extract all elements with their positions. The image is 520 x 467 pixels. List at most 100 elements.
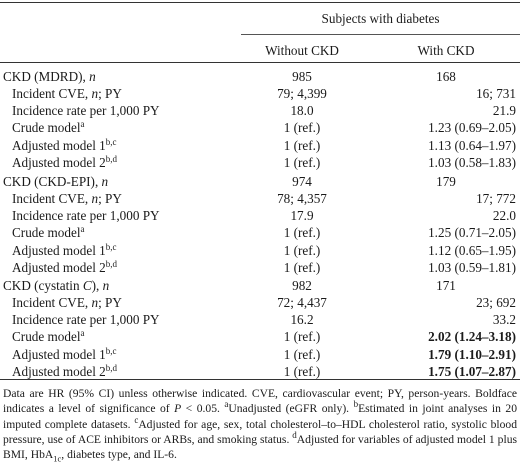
section-title-n: n (89, 69, 96, 84)
table-row-label: Incidence rate per 1,000 PY (12, 312, 160, 328)
section-title-text: CKD (cystatin (3, 278, 83, 293)
table-cell-without: 1 (ref.) (283, 225, 321, 241)
table-footnote: Data are HR (95% CI) unless otherwise in… (3, 386, 517, 467)
table-cell-without: 79; 4,399 (277, 86, 327, 102)
footnote-b: Estimated in joint analyses in 20 impute… (3, 402, 517, 431)
table-row-label: Incidence rate per 1,000 PY (12, 103, 160, 119)
table-row-label: Adjusted model 1b,c (12, 241, 117, 259)
row-label-text: Adjusted model 2 (12, 363, 106, 379)
table-cell-without: 1 (ref.) (283, 363, 321, 379)
section-title-text: CKD (MDRD), (3, 69, 90, 84)
row-label-sup: a (80, 224, 85, 235)
row-label-sup: b,c (105, 345, 117, 356)
table-row-label: Adjusted model 1b,c (12, 136, 117, 154)
table-row-label: Crude modela (12, 225, 85, 241)
table-row-label: Incident CVE, n; PY (12, 86, 122, 102)
section-n-with: 168 (436, 69, 456, 84)
table-cell-with: 1.25 (0.71–2.05) (428, 225, 516, 241)
section-title-post: ), (91, 278, 103, 293)
table-row-label: Adjusted model 2b,d (12, 363, 117, 380)
footnote-d: Adjusted for variables of adjusted model… (3, 432, 517, 462)
table-cell-with: 1.03 (0.59–1.81) (428, 259, 516, 275)
row-label-text: Incident CVE, (12, 295, 92, 311)
row-label-text: Incident CVE, (12, 86, 92, 102)
section-title: CKD (cystatin C), n (3, 278, 109, 294)
row-label-sup: b,d (105, 153, 118, 164)
footnote-mark-a: a (224, 399, 229, 410)
row-label-text: Adjusted model 1 (12, 346, 106, 362)
row-label-n: n (91, 191, 99, 207)
table-cell-without: 1 (ref.) (283, 329, 321, 345)
section-title-n: n (102, 278, 110, 293)
row-label-sup: b,c (105, 136, 117, 147)
row-label-text: Adjusted model 2 (12, 154, 106, 170)
footnote-mark-d: d (292, 429, 297, 440)
col-header-without-ckd: Without CKD (265, 43, 339, 58)
table-cell-without: 17.9 (290, 208, 314, 224)
section-title: CKD (MDRD), n (3, 69, 96, 85)
table-cell-with: 1.03 (0.58–1.83) (428, 154, 516, 170)
table-cell-without: 1 (ref.) (283, 242, 321, 258)
footnote-d-sub: 1c (53, 453, 62, 464)
footnote-p: P (174, 402, 182, 416)
table-cell-without: 18.0 (290, 103, 314, 119)
table-cell-with: 21.9 (492, 103, 516, 119)
row-label-post: ; PY (98, 191, 122, 207)
footnote-text: Data are HR (95% CI) unless otherwise in… (3, 387, 517, 416)
section-n-without: 982 (292, 278, 312, 293)
table-cell-with: 23; 692 (476, 295, 516, 311)
table-cell-without: 1 (ref.) (283, 346, 321, 362)
section-title-c: C (82, 278, 92, 293)
footnote-c: Adjusted for age, sex, total cholesterol… (3, 417, 517, 446)
row-label-sup: a (80, 119, 85, 130)
table-row-label: Incident CVE, n; PY (12, 295, 122, 311)
section-n-with: 171 (436, 278, 456, 293)
row-label-post: ; PY (98, 295, 122, 311)
section-title-text: CKD (CKD-EPI), (3, 174, 102, 189)
header-rule (0, 62, 520, 63)
table-cell-with: 1.23 (0.69–2.05) (428, 120, 516, 136)
footnote-mark-b: b (353, 399, 359, 410)
row-label-sup: b,c (105, 241, 117, 252)
group-underline (241, 34, 520, 35)
row-label-text: Adjusted model 1 (12, 242, 106, 258)
bottom-rule (0, 379, 520, 380)
table-cell-with: 2.02 (1.24–3.18) (428, 329, 516, 345)
row-label-text: Crude model (12, 329, 81, 345)
table-cell-with: 1.13 (0.64–1.97) (428, 137, 516, 153)
table-cell-without: 72; 4,437 (277, 295, 327, 311)
col-header-with-ckd: With CKD (417, 43, 475, 58)
table-cell-with: 33.2 (492, 312, 516, 328)
row-label-n: n (91, 86, 99, 102)
row-label-text: Incident CVE, (12, 191, 92, 207)
table-cell-without: 1 (ref.) (283, 154, 321, 170)
table-cell-without: 1 (ref.) (283, 137, 321, 153)
top-rule (0, 2, 520, 3)
table-row-label: Crude modela (12, 329, 85, 345)
footnote-text: < 0.05. (181, 402, 225, 416)
table-cell-without: 16.2 (290, 312, 314, 328)
row-label-text: Incidence rate per 1,000 PY (12, 103, 160, 119)
section-title-n: n (101, 174, 109, 189)
table-cell-with: 1.12 (0.65–1.95) (428, 242, 516, 258)
row-label-text: Incidence rate per 1,000 PY (12, 208, 160, 224)
table-cell-with: 22.0 (492, 208, 516, 224)
table-row-label: Adjusted model 1b,c (12, 345, 117, 363)
table-row-label: Adjusted model 2b,d (12, 259, 117, 276)
table-row-label: Incidence rate per 1,000 PY (12, 208, 160, 224)
row-label-text: Adjusted model 2 (12, 259, 106, 275)
group-header: Subjects with diabetes (321, 11, 440, 26)
row-label-text: Crude model (12, 120, 81, 136)
footnote-mark-c: c (134, 414, 139, 425)
table-row-label: Crude modela (12, 120, 85, 136)
row-label-n: n (91, 295, 99, 311)
footnote-a: Unadjusted (eGFR only). (228, 402, 354, 416)
row-label-text: Crude model (12, 225, 81, 241)
table-cell-with: 1.75 (1.07–2.87) (428, 363, 516, 379)
row-label-text: Incidence rate per 1,000 PY (12, 312, 160, 328)
table-cell-with: 1.79 (1.10–2.91) (428, 346, 516, 362)
table-row-label: Incident CVE, n; PY (12, 191, 122, 207)
table-cell-without: 1 (ref.) (283, 120, 321, 136)
table-cell-with: 17; 772 (476, 191, 516, 207)
